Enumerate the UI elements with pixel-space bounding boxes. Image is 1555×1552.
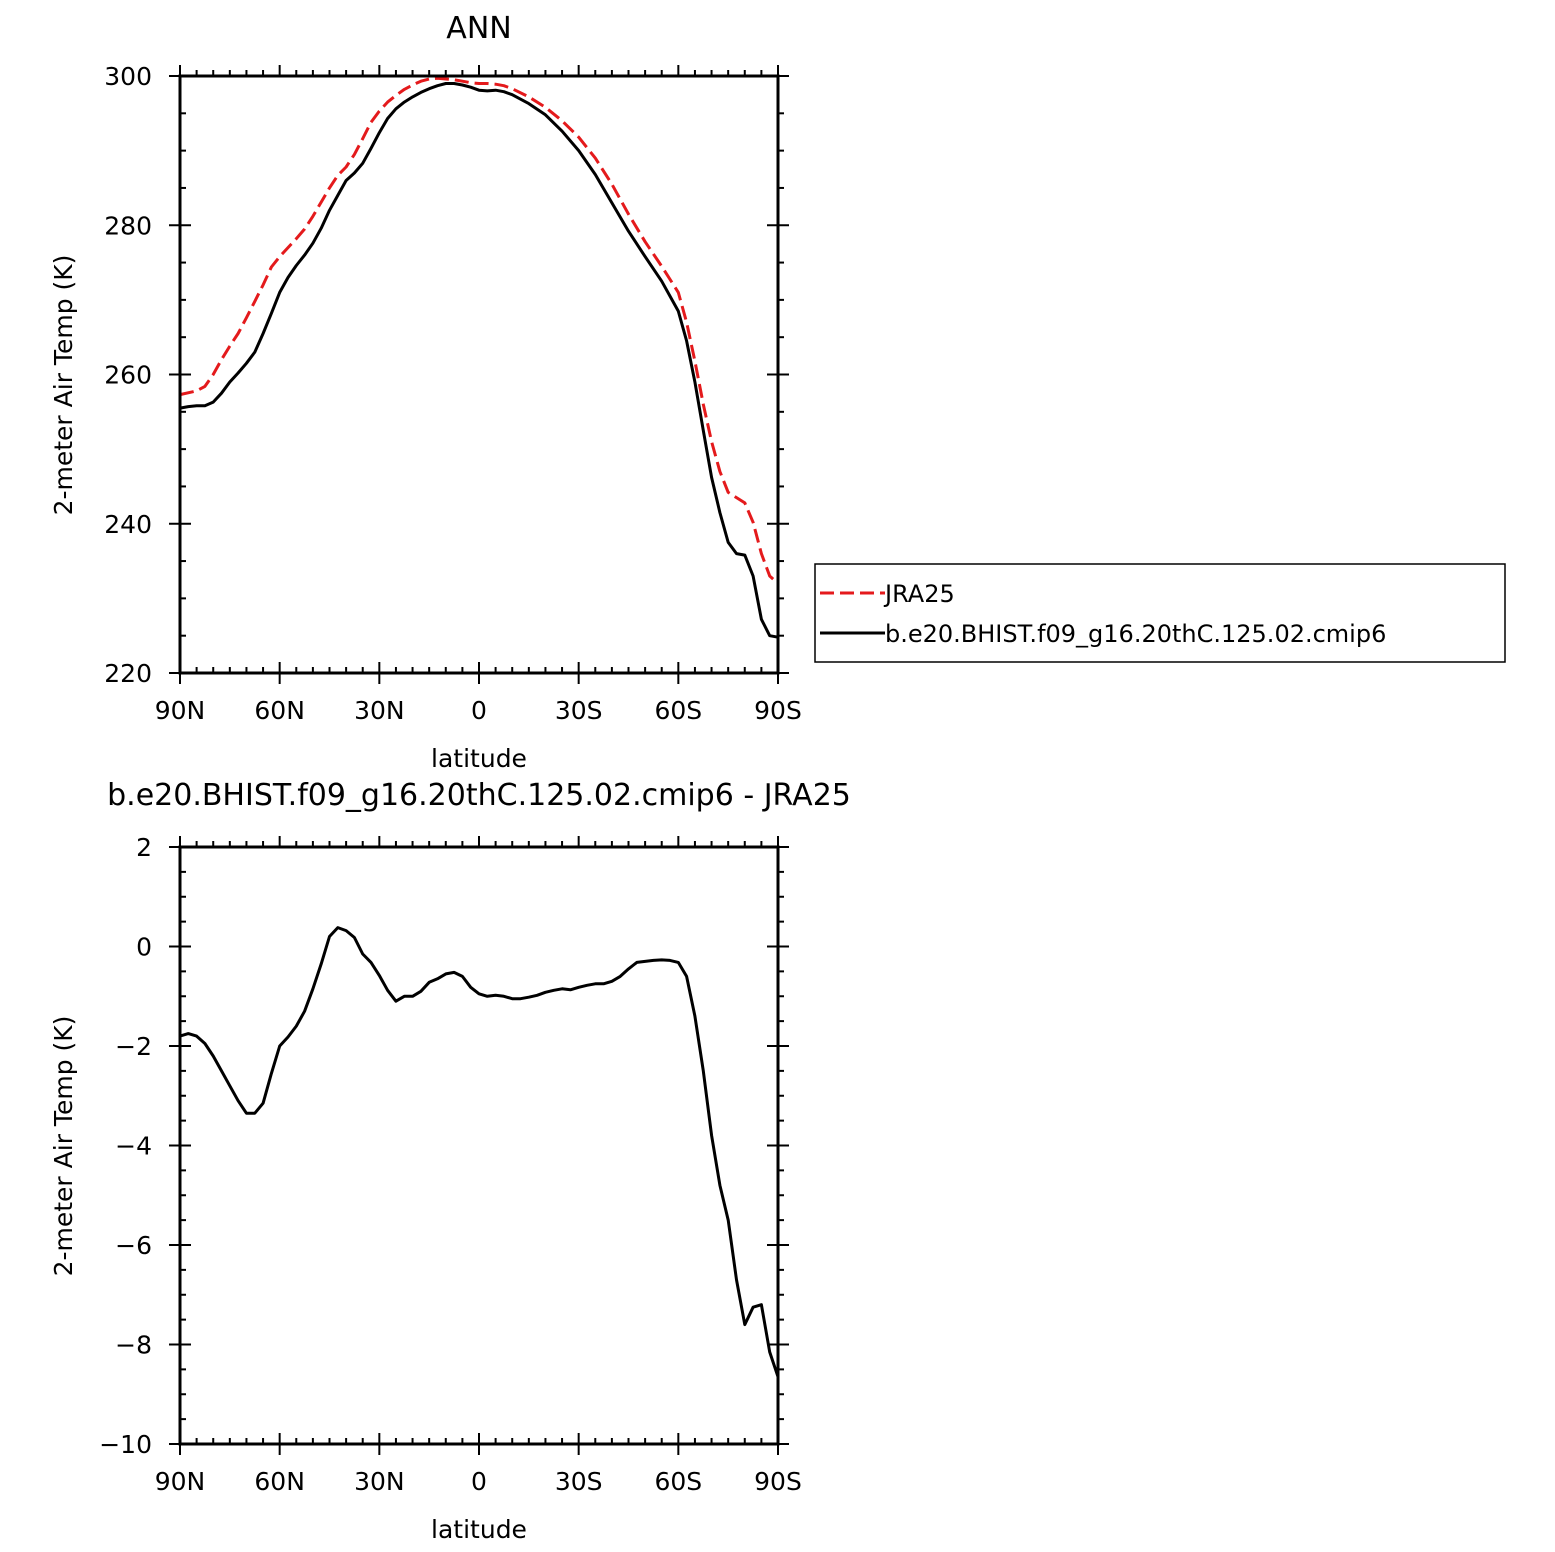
series-line-1 (179, 82, 779, 639)
x-tick-label: 30S (555, 1467, 603, 1496)
legend-label-model: b.e20.BHIST.f09_g16.20thC.125.02.cmip6 (885, 620, 1386, 648)
y-tick-label: −10 (99, 1430, 152, 1459)
x-tick-label: 90S (754, 1467, 802, 1496)
top-series-lines (179, 76, 780, 639)
bottom-y-axis-title: 2-meter Air Temp (K) (49, 1016, 78, 1277)
bottom-tick-labels: 90N 60N 30N 0 30S 60S 90S −10 −8 −6 −4 −2 0 2 (99, 833, 802, 1496)
x-tick-label: 0 (471, 696, 487, 725)
x-tick-label: 90N (155, 696, 206, 725)
legend-label-jra25: JRA25 (883, 580, 955, 608)
top-x-axis-title: latitude (431, 744, 527, 773)
y-tick-label: −6 (115, 1231, 152, 1260)
top-tick-labels: 90N 60N 30N 0 30S 60S 90S 220 240 260 280 300 (104, 62, 802, 725)
x-tick-label: 60S (654, 1467, 702, 1496)
series-line-0 (179, 76, 780, 585)
bottom-plot-frame (178, 845, 780, 1446)
bottom-x-axis-title: latitude (431, 1515, 527, 1544)
y-tick-label: −8 (115, 1331, 152, 1360)
y-tick-label: 260 (104, 361, 152, 390)
bottom-plot-title: b.e20.BHIST.f09_g16.20thC.125.02.cmip6 -… (107, 778, 851, 813)
top-plot-title: ANN (446, 11, 511, 46)
x-tick-label: 60S (654, 696, 702, 725)
x-tick-label: 90S (754, 696, 802, 725)
bottom-axis-ticks (169, 836, 789, 1455)
x-tick-label: 60N (254, 696, 305, 725)
bottom-series-lines (179, 926, 780, 1378)
x-tick-label: 30N (354, 696, 405, 725)
y-tick-label: 0 (136, 933, 152, 962)
x-tick-label: 0 (471, 1467, 487, 1496)
y-tick-label: 300 (104, 62, 152, 91)
x-tick-label: 60N (254, 1467, 305, 1496)
top-plot-frame (178, 74, 780, 675)
y-tick-label: −2 (115, 1032, 152, 1061)
top-panel: ANN 90N 60N 30N 0 30S 60S 90S 220 240 260 280 300 l… (49, 11, 802, 773)
x-tick-label: 90N (155, 1467, 206, 1496)
legend-box (814, 563, 1506, 663)
series-line-0 (179, 926, 780, 1378)
x-tick-label: 30N (354, 1467, 405, 1496)
y-tick-label: 240 (104, 510, 152, 539)
bottom-panel: b.e20.BHIST.f09_g16.20thC.125.02.cmip6 -… (49, 778, 851, 1544)
y-tick-label: 2 (136, 833, 152, 862)
y-tick-label: −4 (115, 1132, 152, 1161)
y-tick-label: 220 (104, 659, 152, 688)
legend: JRA25 b.e20.BHIST.f09_g16.20thC.125.02.c… (814, 563, 1506, 663)
top-y-axis-title: 2-meter Air Temp (K) (49, 255, 78, 516)
x-tick-label: 30S (555, 696, 603, 725)
y-tick-label: 280 (104, 211, 152, 240)
